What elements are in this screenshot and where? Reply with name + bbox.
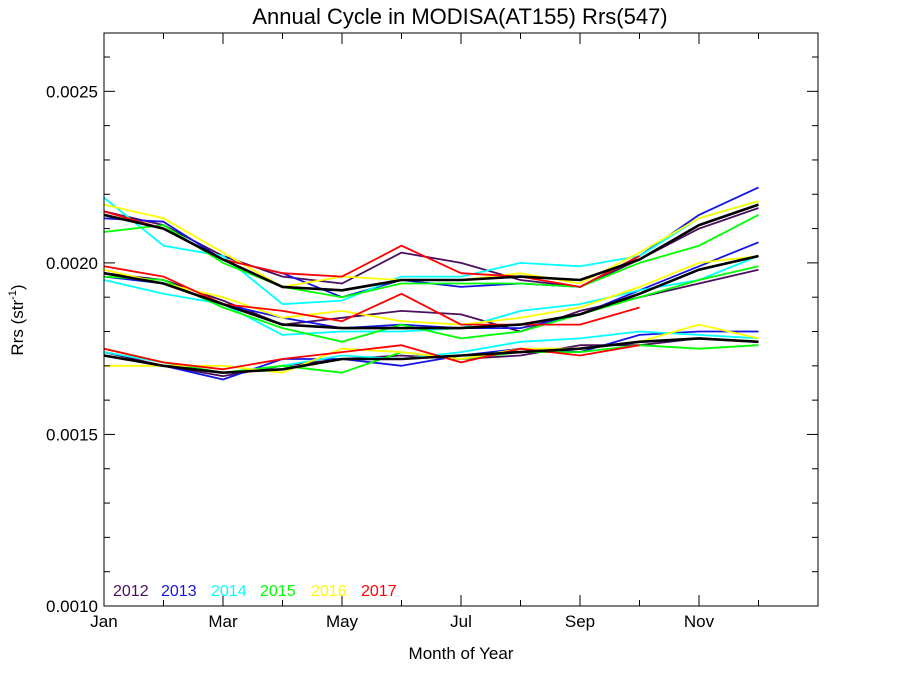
legend-item-2015: 2015 xyxy=(260,583,296,600)
series-line-2017-group-3 xyxy=(103,344,640,371)
series-line-2013-group-3 xyxy=(103,330,759,381)
x-axis-label: Month of Year xyxy=(409,644,514,663)
x-tick-label: May xyxy=(326,612,359,631)
y-axis: 0.0010 0.0015 0.0020 0.0025 xyxy=(46,56,818,616)
x-axis: Jan Mar May Jul Sep Nov xyxy=(90,33,819,631)
legend: 2012 2013 2014 2015 2016 2017 xyxy=(113,583,397,600)
x-tick-label: Sep xyxy=(565,612,595,631)
y-axis-label: Rrs (str-1) xyxy=(7,284,27,355)
legend-item-2012: 2012 xyxy=(113,583,149,600)
legend-item-2016: 2016 xyxy=(311,583,347,600)
x-tick-label: Mar xyxy=(208,612,238,631)
legend-item-2013: 2013 xyxy=(161,583,197,600)
series-line-2017-group-2 xyxy=(103,265,640,326)
y-tick-label: 0.0010 xyxy=(46,597,98,616)
x-tick-label: Nov xyxy=(684,612,715,631)
series-line-mean-group-1 xyxy=(103,203,759,292)
plot-frame xyxy=(103,32,819,607)
series-line-2015-group-3 xyxy=(103,344,759,374)
series-line-2016-group-1 xyxy=(103,200,759,288)
series-line-mean-group-3 xyxy=(103,337,759,374)
legend-item-2014: 2014 xyxy=(211,583,247,600)
series-line-2015-group-2 xyxy=(103,265,759,343)
y-tick-label: 0.0020 xyxy=(46,254,98,273)
legend-item-2017: 2017 xyxy=(361,583,397,600)
y-tick-label: 0.0015 xyxy=(46,425,98,444)
series-line-2016-group-3 xyxy=(104,323,759,374)
chart-title: Annual Cycle in MODISA(AT155) Rrs(547) xyxy=(252,4,667,29)
x-tick-label: Jan xyxy=(90,612,117,631)
y-axis-label-main: Rrs (str xyxy=(8,300,27,356)
series-line-2016-group-2 xyxy=(103,255,759,326)
series-line-2014-group-1 xyxy=(103,196,759,305)
y-axis-label-superscript: -1 xyxy=(7,290,19,300)
series-line-2015-group-1 xyxy=(103,214,759,299)
x-tick-label: Jul xyxy=(450,612,472,631)
y-tick-label: 0.0025 xyxy=(46,82,98,101)
series-line-mean-group-2 xyxy=(103,254,759,330)
plot-lines xyxy=(103,186,759,381)
y-axis-label-close: ) xyxy=(8,284,27,290)
